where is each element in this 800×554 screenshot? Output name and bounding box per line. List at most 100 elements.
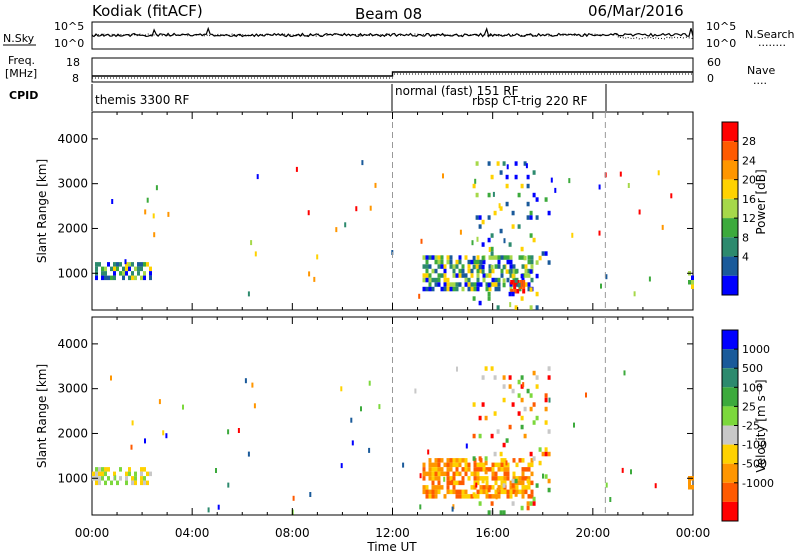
velocity-cell	[526, 478, 530, 484]
velocity-echo	[630, 469, 632, 475]
power-cell	[502, 264, 506, 270]
velocity-echo	[542, 473, 544, 479]
velocity-cell	[547, 487, 551, 493]
velocity-cell	[691, 485, 694, 490]
power-cell	[464, 282, 468, 287]
velocity-cell	[434, 471, 438, 477]
power-cell	[544, 251, 548, 256]
power-echo	[355, 206, 358, 212]
velocity-colorbar-swatch	[722, 482, 738, 502]
power-cell	[470, 286, 474, 292]
velocity-cell	[494, 480, 498, 486]
power-cell	[535, 260, 539, 265]
power-echo	[568, 178, 571, 184]
power-cell	[494, 277, 498, 283]
velocity-cell	[530, 471, 534, 477]
power-cell	[137, 271, 140, 276]
velocity-cell	[547, 375, 551, 380]
power-cell	[149, 266, 152, 272]
velocity-cell	[547, 451, 551, 457]
power-cell	[428, 255, 432, 260]
velocity-cell	[508, 384, 512, 389]
velocity-cell	[482, 489, 486, 495]
velocity-cell	[428, 476, 432, 481]
power-colorbar: 28 24 20 16 12 8 4	[721, 121, 756, 296]
power-cell	[476, 259, 480, 265]
power-cell	[113, 262, 116, 267]
velocity-cell	[521, 485, 525, 490]
power-cell	[509, 282, 513, 287]
velocity-cell	[544, 393, 548, 398]
power-colorbar-tick-label: 16	[742, 193, 756, 206]
power-cell	[524, 264, 528, 269]
velocity-cell	[98, 467, 101, 472]
velocity-cell	[449, 480, 453, 486]
velocity-cell	[467, 462, 471, 468]
velocity-cell	[496, 429, 500, 434]
power-cell	[113, 275, 116, 281]
power-echo	[498, 203, 501, 209]
power-cell	[514, 269, 518, 274]
power-echo	[418, 293, 421, 299]
freq-tick-top: 18	[66, 56, 80, 69]
power-echo	[474, 178, 477, 184]
velocity-echo	[340, 386, 343, 392]
velocity-cell	[119, 476, 122, 481]
power-cell	[509, 273, 513, 278]
power-echo	[146, 197, 149, 203]
velocity-cell	[506, 471, 510, 477]
velocity-ylabel: Slant Range [km]	[35, 364, 49, 468]
power-cell	[514, 305, 518, 310]
velocity-cell	[470, 471, 474, 477]
power-colorbar-tick-label: 28	[742, 135, 756, 148]
time-tick-label: 08:00	[275, 526, 310, 540]
velocity-axes: 1000 2000 3000 4000	[57, 317, 694, 515]
noise-tick-bottom-right: 10^0	[706, 37, 736, 50]
velocity-cell	[425, 471, 429, 477]
velocity-cell	[95, 480, 98, 486]
velocity-cell	[497, 494, 501, 499]
velocity-cell	[461, 480, 465, 486]
power-cell	[449, 259, 453, 265]
power-cell	[446, 282, 450, 287]
power-cell	[428, 273, 432, 278]
velocity-echo	[227, 482, 230, 488]
power-cell	[535, 197, 539, 202]
power-cell	[140, 275, 143, 281]
velocity-cell	[524, 467, 528, 472]
power-cell	[529, 233, 533, 238]
velocity-echo	[443, 476, 446, 482]
velocity-cell	[422, 485, 426, 490]
power-cell	[467, 282, 471, 287]
power-cell	[509, 259, 513, 265]
velocity-cell	[104, 480, 107, 486]
power-cell	[464, 273, 468, 278]
power-ytick-label: 2000	[57, 221, 88, 235]
velocity-echo	[114, 475, 117, 481]
velocity-cell	[490, 433, 494, 439]
velocity-cell	[544, 451, 548, 457]
power-cell	[491, 282, 495, 287]
velocity-cell	[479, 489, 483, 495]
power-cell	[125, 266, 128, 272]
velocity-cell	[440, 467, 444, 472]
power-cell	[467, 286, 471, 292]
velocity-cell	[508, 375, 512, 380]
velocity-cell	[125, 471, 128, 477]
velocity-cell	[506, 494, 510, 499]
power-cell	[131, 271, 134, 276]
velocity-cell	[500, 476, 504, 481]
power-cell	[476, 273, 480, 278]
power-cell	[472, 264, 476, 270]
velocity-echo	[237, 428, 240, 433]
velocity-cell	[484, 456, 488, 461]
velocity-cell	[481, 402, 485, 407]
velocity-echo	[368, 380, 371, 386]
velocity-cell	[452, 480, 456, 486]
velocity-cell	[461, 494, 465, 499]
velocity-cell	[464, 462, 468, 468]
velocity-echo	[131, 420, 134, 426]
power-echo	[420, 238, 423, 244]
power-cell	[122, 271, 125, 276]
time-tick-label: 00:00	[676, 526, 711, 540]
